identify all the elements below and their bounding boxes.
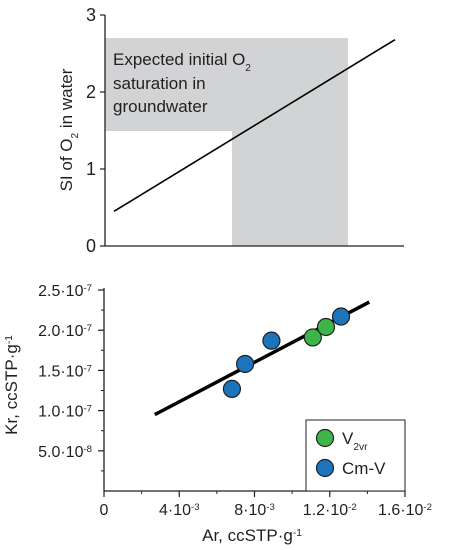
o2-saturation-line bbox=[113, 38, 396, 213]
v2vr-point bbox=[303, 328, 322, 347]
y-tick-label: 1.5·10-7 bbox=[38, 363, 92, 381]
cm-v-point bbox=[235, 354, 255, 374]
x-axis-label: Ar, ccSTP·g-1 bbox=[202, 526, 302, 545]
shaded-region-label: groundwater bbox=[113, 97, 208, 116]
v2vr-point bbox=[316, 317, 336, 337]
legend-label: Cm-V bbox=[342, 459, 386, 478]
x-tick-label: 1.2·10-2 bbox=[303, 502, 357, 520]
y-tick-label: 1 bbox=[86, 159, 96, 179]
legend-marker bbox=[315, 458, 335, 478]
cm-v-point bbox=[262, 331, 281, 350]
shaded-region-label: Expected initial O2 bbox=[113, 50, 251, 74]
y-tick-label: 1.0·10-7 bbox=[38, 403, 92, 421]
x-tick-label: 1.6·10-2 bbox=[378, 502, 432, 520]
y-tick-label: 0 bbox=[86, 236, 96, 256]
legend-marker bbox=[315, 428, 335, 448]
legend-label: V2vr bbox=[342, 429, 368, 453]
y-tick-label: 2.0·10-7 bbox=[38, 323, 92, 341]
shaded-region bbox=[105, 38, 348, 246]
y-tick-label: 5.0·10-8 bbox=[38, 443, 92, 461]
bottom-chart: 0 4·10-3 8·10-3 1.2·10-2 1.6·10-2 5.0·10-8 1.0… bbox=[2, 283, 432, 546]
y-axis-label: SI of O2 in water bbox=[57, 68, 81, 191]
shaded-region-label: saturation in bbox=[113, 74, 206, 93]
y-axis-label: Kr, ccSTP·g-1 bbox=[2, 335, 21, 435]
cm-v-point bbox=[222, 379, 242, 398]
x-tick-label: 0 bbox=[100, 502, 109, 519]
x-tick-label: 4·10-3 bbox=[159, 502, 200, 520]
y-tick-label: 3 bbox=[86, 5, 96, 25]
y-tick-label: 2 bbox=[86, 82, 96, 102]
y-tick-label: 2.5·10-7 bbox=[38, 283, 92, 301]
cm-v-point bbox=[331, 307, 351, 326]
x-tick-label: 8·10-3 bbox=[234, 502, 275, 520]
legend-box bbox=[305, 419, 406, 492]
